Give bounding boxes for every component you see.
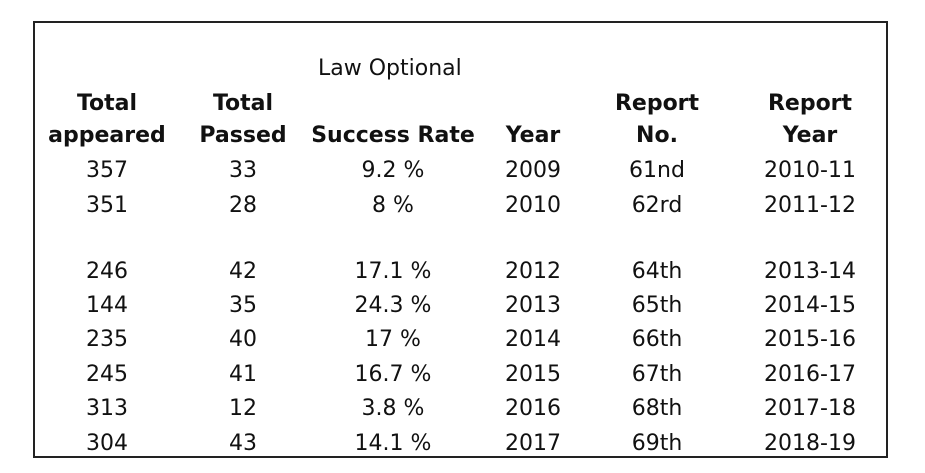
cell-year: 2014 (505, 327, 561, 352)
table-caption: Law Optional (318, 56, 462, 81)
cell-success-rate: 8 % (372, 193, 414, 218)
cell-report-no: 66th (631, 327, 683, 352)
cell-appeared: 357 (86, 158, 128, 183)
cell-report-year: 2018-19 (764, 431, 856, 456)
header-report-year-line-2: Year (782, 123, 838, 148)
header-success-rate-line-2: Success Rate (311, 123, 475, 148)
cell-report-no: 61nd (629, 158, 685, 183)
cell-appeared: 246 (86, 259, 128, 284)
cell-report-no: 62rd (631, 193, 683, 218)
cell-report-year: 2017-18 (764, 396, 856, 421)
cell-appeared: 313 (86, 396, 128, 421)
cell-report-year: 2015-16 (764, 327, 856, 352)
cell-success-rate: 3.8 % (361, 396, 425, 421)
header-year-line-2: Year (505, 123, 561, 148)
cell-report-no: 65th (631, 293, 683, 318)
cell-report-no: 68th (631, 396, 683, 421)
header-report-no-line-2: No. (636, 123, 678, 148)
cell-passed: 12 (229, 396, 257, 421)
header-report-no-line-1: Report (614, 91, 700, 116)
cell-report-year: 2010-11 (764, 158, 856, 183)
cell-success-rate: 9.2 % (361, 158, 425, 183)
cell-year: 2010 (505, 193, 561, 218)
cell-appeared: 245 (86, 362, 128, 387)
cell-passed: 33 (229, 158, 257, 183)
cell-year: 2013 (505, 293, 561, 318)
cell-year: 2016 (505, 396, 561, 421)
cell-appeared: 144 (86, 293, 128, 318)
cell-report-year: 2011-12 (764, 193, 856, 218)
cell-passed: 43 (229, 431, 257, 456)
header-total-appeared-line-1: Total (76, 91, 138, 116)
header-report-year-line-1: Report (767, 91, 853, 116)
cell-appeared: 351 (86, 193, 128, 218)
cell-year: 2017 (505, 431, 561, 456)
cell-success-rate: 17 % (365, 327, 421, 352)
header-total-appeared-line-2: appeared (48, 123, 166, 148)
header-total-passed-line-2: Passed (199, 123, 287, 148)
cell-year: 2009 (505, 158, 561, 183)
cell-report-no: 64th (631, 259, 683, 284)
cell-passed: 28 (229, 193, 257, 218)
cell-appeared: 304 (86, 431, 128, 456)
cell-report-year: 2016-17 (764, 362, 856, 387)
cell-report-no: 69th (631, 431, 683, 456)
header-total-passed-line-1: Total (212, 91, 274, 116)
cell-report-no: 67th (631, 362, 683, 387)
cell-report-year: 2013-14 (764, 259, 856, 284)
cell-success-rate: 17.1 % (354, 259, 432, 284)
cell-report-year: 2014-15 (764, 293, 856, 318)
cell-success-rate: 14.1 % (354, 431, 432, 456)
cell-year: 2012 (505, 259, 561, 284)
cell-success-rate: 16.7 % (354, 362, 432, 387)
cell-passed: 42 (229, 259, 257, 284)
cell-success-rate: 24.3 % (354, 293, 432, 318)
cell-year: 2015 (505, 362, 561, 387)
cell-passed: 41 (229, 362, 257, 387)
cell-passed: 40 (229, 327, 257, 352)
cell-appeared: 235 (86, 327, 128, 352)
cell-passed: 35 (229, 293, 257, 318)
table-border (33, 21, 888, 458)
